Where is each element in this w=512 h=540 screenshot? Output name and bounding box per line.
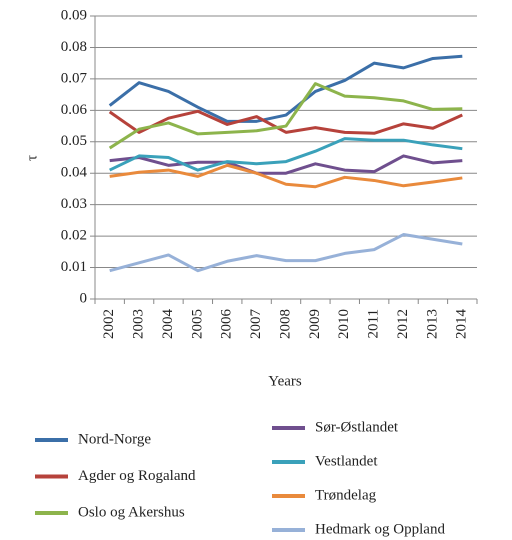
series-line [109,154,463,175]
y-tick-label: 0.02 [61,228,87,244]
x-tick-label: 2004 [160,309,176,340]
x-tick-label: 2003 [131,309,147,339]
series-line [108,54,463,123]
series-line [109,163,463,189]
x-tick-label: 2006 [219,309,235,340]
series-line [109,137,463,172]
y-tick-label: 0.06 [61,102,88,118]
y-tick-label: 0.05 [61,133,87,149]
legend-label: Nord-Norge [78,431,151,447]
x-tick-label: 2010 [336,309,352,339]
y-axis-label: τ [24,155,40,161]
x-tick-label: 2007 [248,309,264,340]
y-tick-label: 0 [80,290,88,306]
legend-label: Agder og Rogaland [78,468,196,484]
x-tick-label: 2013 [424,309,440,339]
series-line [108,82,463,150]
x-tick-label: 2008 [277,309,293,339]
legend-label: Trøndelag [315,487,377,503]
y-tick-label: 0.07 [61,70,88,86]
x-tick-label: 2014 [454,309,470,340]
series-line [108,109,463,135]
x-tick-label: 2012 [395,309,411,339]
legend-label: Sør-Østlandet [315,419,399,435]
y-tick-label: 0.03 [61,196,87,212]
legend-label: Hedmark og Oppland [315,521,445,537]
x-axis-label: Years [268,373,302,389]
legend-label: Oslo og Akershus [78,504,185,520]
y-tick-label: 0.01 [61,259,87,275]
x-tick-label: 2009 [307,309,323,339]
y-tick-label: 0.08 [61,39,87,55]
x-tick-label: 2011 [366,309,382,338]
y-tick-label: 0.04 [61,165,88,181]
x-tick-label: 2005 [189,309,205,339]
legend-label: Vestlandet [315,453,378,469]
x-tick-label: 2002 [101,309,117,339]
series-line [109,233,463,273]
y-tick-label: 0.09 [61,7,87,23]
